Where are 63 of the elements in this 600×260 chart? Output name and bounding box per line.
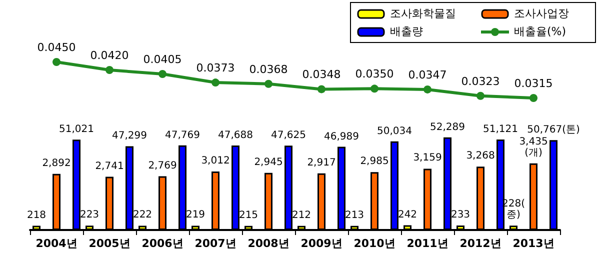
data-label: 2,985	[360, 156, 389, 168]
point	[158, 70, 166, 78]
x-tick-label: 2004년	[36, 237, 78, 250]
data-label: 0.0405	[143, 53, 182, 66]
point	[212, 78, 220, 87]
data-label: 242	[398, 209, 418, 220]
data-label: 47,299	[112, 130, 147, 142]
point	[424, 85, 432, 94]
data-label: 3,159	[413, 152, 442, 164]
data-label: 2,917	[307, 157, 336, 168]
x-tick-label: 2008년	[248, 237, 290, 250]
point	[530, 94, 538, 102]
data-label: 0.0350	[355, 68, 394, 81]
x-tick-label: 2007년	[194, 237, 236, 250]
point	[264, 80, 272, 88]
data-label: 3,268	[466, 150, 495, 162]
x-tick-label: 2012년	[460, 237, 502, 250]
x-tick-label: 2013년	[512, 237, 554, 250]
data-label: 50,034	[377, 126, 412, 137]
data-label: 0.0348	[302, 68, 341, 82]
data-label: 223	[80, 210, 100, 221]
data-label: 51,021	[59, 124, 94, 136]
data-label: 2,945	[254, 156, 283, 168]
data-label: 47,688	[218, 130, 253, 142]
legend-label: 조사사업장	[514, 6, 569, 21]
data-label: 47,625	[271, 130, 306, 142]
data-label: 0.0323	[461, 74, 500, 88]
point	[370, 84, 378, 93]
data-label: 219	[186, 210, 206, 221]
data-label: 3,012	[201, 156, 230, 167]
data-label: 0.0450	[37, 41, 76, 54]
data-label: 50,767(톤)	[527, 124, 580, 136]
data-label: 0.0368	[249, 62, 288, 76]
data-label: 212	[292, 210, 312, 221]
data-label: 213	[344, 210, 364, 221]
data-label: 222	[132, 210, 152, 221]
data-label: 0.0315	[514, 77, 553, 90]
x-tick-label: 2006년	[142, 237, 184, 250]
data-label: 2,892	[42, 158, 71, 169]
data-label: 233	[450, 209, 470, 220]
data-label: 46,989	[324, 131, 359, 142]
data-label: 0.0373	[196, 62, 235, 75]
legend-label: 조사화학물질	[390, 6, 456, 21]
data-label: 218	[26, 210, 46, 221]
data-label: 2,769	[148, 160, 177, 172]
point	[52, 58, 60, 66]
x-tick-label: 2010년	[354, 237, 396, 250]
legend-label: 배출량	[390, 24, 423, 39]
data-label: 3,435(개)	[519, 136, 548, 158]
x-tick-label: 2005년	[88, 237, 130, 250]
data-label: 0.0420	[90, 49, 129, 62]
data-label: 51,121	[483, 124, 518, 135]
data-label: 0.0347	[408, 68, 447, 82]
data-label: 52,289	[430, 122, 465, 133]
legend-label: 배출율(%)	[514, 24, 566, 39]
data-label: 2,741	[95, 160, 124, 172]
point	[106, 66, 114, 74]
x-tick-label: 2009년	[300, 237, 342, 250]
point	[476, 92, 484, 100]
x-tick-label: 2011년	[406, 237, 448, 250]
point	[318, 85, 326, 94]
data-label: 215	[238, 210, 258, 221]
data-label: 47,769	[165, 130, 200, 141]
